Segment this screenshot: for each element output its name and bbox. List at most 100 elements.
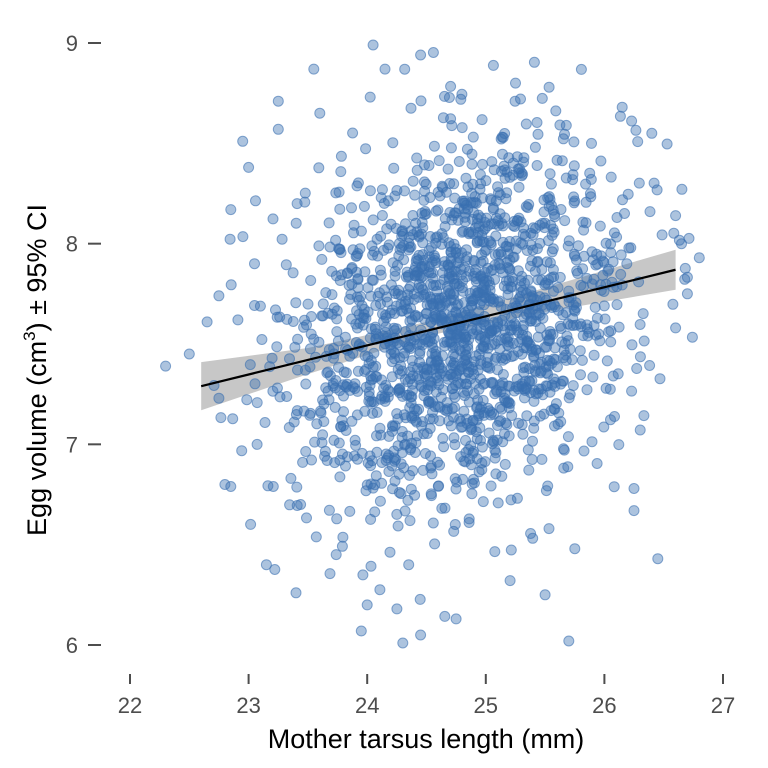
data-point [346,202,357,214]
y-tick-label: 8 [66,232,78,257]
data-point [476,114,488,126]
data-point [365,374,377,386]
data-point [413,254,424,266]
data-point [499,458,511,470]
data-point [302,298,314,310]
data-point [492,215,504,227]
data-point [422,379,434,391]
data-point [551,154,563,166]
data-point [549,420,560,432]
data-point [574,345,586,357]
data-point [315,405,326,417]
data-point [477,496,489,508]
y-axis-title-superscript: 3 [20,331,39,340]
data-point [389,190,401,202]
data-point [338,390,349,402]
data-point [405,102,417,114]
data-point [365,560,377,572]
data-point [521,410,533,422]
data-point [249,258,260,270]
data-point [227,413,239,425]
data-point [308,333,320,345]
data-point [396,447,408,459]
data-point [683,232,695,244]
data-point [562,461,574,473]
data-point [450,246,462,258]
data-point [349,434,361,446]
data-point [644,360,656,371]
data-point [670,210,682,222]
data-point [251,438,263,450]
x-tick-label: 26 [592,693,616,718]
data-point [522,444,534,456]
data-point [348,450,360,462]
data-point [497,148,508,160]
data-point [540,361,552,373]
data-point [486,407,498,418]
data-point [430,205,442,217]
data-point [634,424,646,436]
data-point [365,396,377,408]
data-point [549,403,561,415]
data-point [459,372,471,384]
data-point [534,322,546,334]
data-point [439,502,451,514]
data-point [457,225,469,237]
data-point [237,231,249,243]
y-axis-title-prefix: Egg volume (cm [22,341,52,536]
data-point [532,331,544,343]
data-point [326,289,338,301]
data-point [352,248,364,259]
data-point [304,409,316,421]
data-point [380,379,392,391]
data-point [317,298,329,310]
data-point [455,269,467,281]
data-point [541,329,553,341]
data-point [403,237,415,249]
data-point [448,348,459,360]
data-point [475,271,486,283]
data-point [545,328,557,340]
data-point [446,214,458,226]
data-point [510,235,522,247]
data-point [388,445,400,457]
data-point [534,237,546,249]
data-point [485,377,497,389]
data-point [575,369,586,381]
data-point [582,330,594,342]
data-point [554,271,566,283]
data-point [365,478,377,490]
data-point [406,314,418,326]
fit-line-layer [200,268,676,388]
data-point [536,453,548,465]
data-point [334,203,346,215]
data-point [290,217,302,229]
data-point [578,224,590,236]
data-point [493,416,505,427]
data-point [425,278,436,290]
data-point [332,335,344,347]
data-point [361,479,373,491]
x-tick-label: 23 [236,693,260,718]
data-point [416,260,428,272]
data-point [318,416,330,427]
data-point [456,88,468,100]
data-point [488,164,500,176]
data-point [324,241,336,253]
data-point [324,568,336,580]
data-point [409,403,420,415]
data-point [313,162,325,174]
data-point [489,444,501,456]
data-point [527,435,538,447]
data-point [550,105,562,117]
data-point [323,217,335,229]
data-point [494,189,506,201]
data-point [446,337,458,349]
data-point [379,63,391,75]
confidence-band [201,249,676,411]
data-point [361,599,373,611]
data-point [420,178,432,190]
data-point [463,444,475,455]
data-point [546,246,558,258]
data-point [347,127,359,139]
